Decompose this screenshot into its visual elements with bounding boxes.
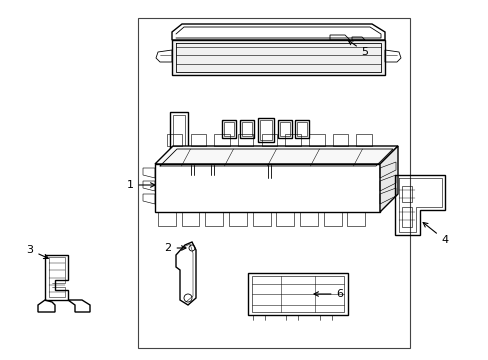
Bar (258, 118, 273, 142)
Polygon shape (379, 146, 397, 212)
Bar (260, 120, 271, 140)
Bar (187, 167, 202, 185)
Bar (280, 122, 289, 136)
Text: 3: 3 (26, 245, 48, 258)
Text: 2: 2 (164, 243, 185, 253)
Bar (251, 276, 343, 312)
Bar (170, 112, 187, 160)
Bar (173, 115, 184, 157)
Text: 1: 1 (126, 180, 155, 190)
Bar (222, 120, 236, 138)
Bar (278, 120, 291, 138)
Bar (242, 122, 251, 136)
Bar (247, 273, 347, 315)
Polygon shape (155, 164, 379, 212)
Polygon shape (155, 146, 397, 164)
Bar (190, 169, 200, 183)
Text: 5: 5 (347, 40, 368, 57)
Bar (282, 169, 291, 183)
Bar (280, 167, 293, 185)
Bar (294, 120, 308, 138)
Bar (138, 18, 409, 348)
Bar (296, 122, 306, 136)
Polygon shape (172, 24, 384, 40)
Polygon shape (172, 40, 384, 75)
Bar (401, 207, 411, 227)
Text: 4: 4 (422, 222, 447, 245)
Bar (224, 122, 234, 136)
Bar (240, 120, 253, 138)
Text: 6: 6 (313, 289, 343, 299)
Bar (401, 186, 411, 202)
Bar (235, 169, 244, 183)
Bar (232, 167, 245, 185)
